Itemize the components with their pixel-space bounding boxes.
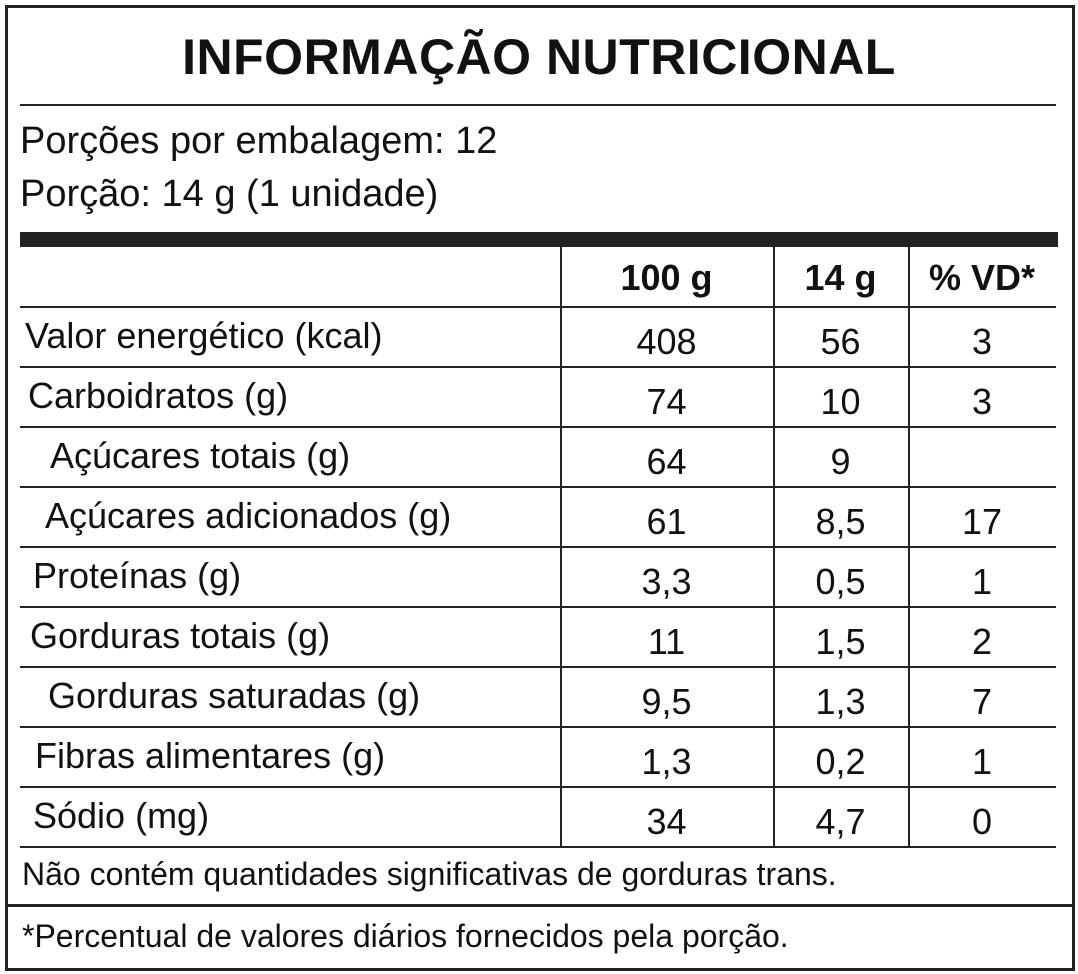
- title: INFORMAÇÃO NUTRICIONAL: [182, 29, 896, 85]
- nutrient-value: 64: [646, 441, 687, 482]
- row-line: [20, 306, 1056, 308]
- column-header: 100 g: [620, 257, 713, 298]
- nutrient-value: 3: [971, 381, 993, 422]
- nutrient-name: Gorduras totais (g): [30, 615, 331, 656]
- thick-bar: [20, 232, 1058, 247]
- nutrient-value: 9: [830, 441, 851, 482]
- nutrient-value: 408: [636, 321, 697, 362]
- nutrient-value: 11: [647, 621, 686, 662]
- nutrient-value: 1,3: [641, 741, 692, 782]
- trans-fat-note: Não contém quantidades significativas de…: [22, 856, 837, 892]
- row-line: [20, 606, 1056, 608]
- row-line: [20, 546, 1056, 548]
- nutrient-value: 56: [820, 321, 861, 362]
- row-line: [20, 726, 1056, 728]
- nutrient-value: 8,5: [815, 501, 866, 542]
- nutrient-value: 7: [971, 681, 993, 722]
- nutrient-name: Sódio (mg): [33, 795, 210, 836]
- nutrient-value: 1: [971, 561, 993, 602]
- column-header: 14 g: [804, 257, 877, 298]
- row-line: [20, 486, 1056, 488]
- nutrient-value: 17: [961, 501, 1003, 542]
- divider: [20, 104, 1056, 106]
- nutrient-value: 0,5: [815, 561, 866, 602]
- serving-size: Porção: 14 g (1 unidade): [20, 173, 439, 215]
- nutrient-value: 2: [971, 621, 993, 662]
- nutrient-value: 3,3: [641, 561, 692, 602]
- nutrient-name: Fibras alimentares (g): [35, 735, 386, 776]
- nutrient-value: 1,3: [815, 681, 866, 722]
- nutrient-value: 74: [646, 381, 687, 422]
- nutrient-name: Gorduras saturadas (g): [48, 675, 421, 716]
- label-border: [5, 5, 1075, 971]
- nutrient-value: 61: [646, 501, 687, 542]
- nutrient-value: 9,5: [641, 681, 692, 722]
- row-line: [20, 666, 1056, 668]
- row-line: [20, 366, 1056, 368]
- row-line: [20, 786, 1056, 788]
- servings-per-package: Porções por embalagem: 12: [20, 120, 498, 162]
- vd-footnote: *Percentual de valores diários fornecido…: [22, 918, 789, 954]
- nutrient-value: 0: [971, 801, 993, 842]
- nutrient-value: 10: [820, 381, 861, 422]
- nutrient-name: Carboidratos (g): [28, 375, 289, 416]
- nutrient-value: 0,2: [815, 741, 866, 782]
- nutrient-value: 34: [646, 801, 687, 842]
- nutrient-value: 4,7: [815, 801, 866, 842]
- nutrient-name: Proteínas (g): [33, 555, 242, 596]
- nutrient-name: Valor energético (kcal): [25, 315, 383, 356]
- column-header: % VD*: [928, 257, 1036, 298]
- nutrient-name: Açúcares adicionados (g): [45, 495, 452, 536]
- divider: [5, 904, 1072, 907]
- nutrient-value: 1: [971, 741, 993, 782]
- row-line: [20, 846, 1056, 848]
- nutrient-name: Açúcares totais (g): [50, 435, 351, 476]
- nutrient-value: 1,5: [815, 621, 866, 662]
- row-line: [20, 426, 1056, 428]
- nutrient-value: 3: [971, 321, 993, 362]
